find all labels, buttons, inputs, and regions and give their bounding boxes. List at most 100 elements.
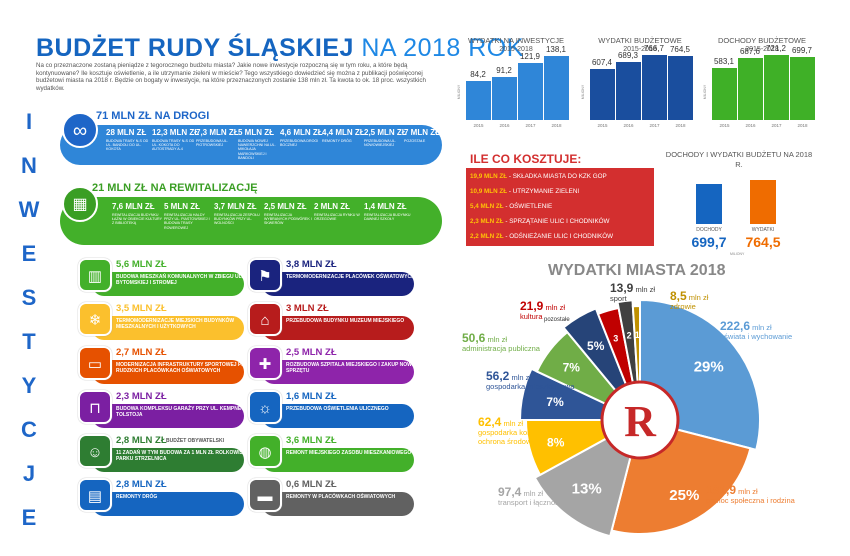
cost-row: 5,4 MLN ZŁ - OŚWIETLENIE [470,203,552,210]
road-item: 4,4 MLN ZŁ REMONTY DRÓG [322,128,366,164]
pie-name: pomoc społeczna i rodzina [706,496,795,505]
revit-item-value: 2 MLN ZŁ [314,202,350,211]
road-item-desc: POZOSTAŁE [404,139,426,143]
pie-percent-label: 8% [547,436,565,450]
chart-title-text: DOCHODY BUDŻETOWE [717,36,807,45]
chart-bar [544,55,569,120]
chart-year-label: 2017 [525,123,536,128]
title-bold: BUDŻET RUDY ŚLĄSKIEJ [36,34,354,62]
pie-title: WYDATKI MIASTA 2018 [548,262,726,279]
people-icon: ☺ [78,434,112,468]
pie-category-label: 191,9 mln zł pomoc społeczna i rodzina [706,484,795,505]
pill-band [262,492,414,516]
cost-desc: - ODŚNIEŻANIE ULIC I CHODNIKÓW [503,233,614,240]
chart-bar [668,55,693,120]
pitch-icon: ▭ [78,346,112,380]
chart-title: WYDATKI BUDŻETOWE 2015-2018 [580,36,700,54]
pie-unit: mln zł [509,373,532,382]
pill-desc: TERMOMODERNIZACJE PLACÓWEK OŚWIATOWYCH [286,274,415,280]
road-item-desc: REMONTY DRÓG [322,139,352,143]
vertical-letter: W [18,197,40,222]
revit-item: 2,5 MLN ZŁ REWITALIZACJA WYBRANYCH PODWÓR… [264,202,314,242]
pill-band [262,272,414,296]
pie-percent-label: 13% [572,481,602,498]
chart-bar [466,80,491,120]
chart-value-label: 138,1 [545,44,567,54]
pill-value: 3,5 MLN ZŁ [116,303,167,314]
cost-row: 19,9 MLN ZŁ - SKŁADKA MIASTA DO KZK GOP [470,173,607,180]
chart-value-label: 121,9 [519,52,541,62]
pill-value: 3,6 MLN ZŁ [286,435,337,446]
pie-unit: mln zł [543,303,566,312]
chart-value-label: 689,3 [617,50,639,60]
road-item-desc: BUDOWA TRASY N-S OD UL. KOKOTA DO AUTOST… [152,139,195,152]
pill-value: 2,5 MLN ZŁ [286,347,337,358]
pill-band [92,492,244,516]
pill-value: 3 MLN ZŁ [286,303,329,314]
revit-band [60,197,442,245]
road-item: 4,6 MLN ZŁ PRZEBUDOWA DROGI BOCZNEJ [280,128,324,164]
snowflake-icon: ❄ [78,302,112,336]
cost-value: 5,4 MLN ZŁ [470,203,504,210]
road-item-value: 7 MLN ZŁ [404,128,440,137]
roads-band [60,125,442,165]
chart-value-label: 764,5 [669,44,691,54]
cost-value: 2,3 MLN ZŁ [470,218,504,225]
revit-heading: 21 MLN ZŁ NA REWITALIZACJĘ [92,182,258,194]
pie-amount: 50,6 [462,331,486,345]
pie-amount: 222,6 [720,319,751,333]
pill-band [262,360,414,384]
page-title: BUDŻET RUDY ŚLĄSKIEJ NA 2018 ROK [36,34,524,63]
paint-icon: ◍ [248,434,282,468]
chart-year-label: 2018 [551,123,562,128]
chart-year-label: 2017 [771,123,782,128]
chart-year-label: 2016 [745,123,756,128]
chart-value-label: 607,4 [591,57,613,67]
pill-desc: PRZEBUDOWA BUDYNKU MUZEUM MIEJSKIEGO [286,318,405,324]
pie-percent-label: 5% [587,339,605,353]
road-item: 7,3 MLN ZŁ PRZEBUDOWA UL. PIOTROWSKIEJ [196,128,240,164]
pie-unit: mln zł [686,293,709,302]
pie-unit: mln zł [736,487,758,496]
cost-desc: - OŚWIETLENIE [503,203,553,210]
chart-title-sub: 2015-2018 [623,46,657,53]
revit-item-value: 5 MLN ZŁ [164,202,200,211]
pill-band [262,404,414,428]
road-item: 5 MLN ZŁ BUDOWA NOWEJ NAWIERZCHNI NA UL. … [238,128,282,164]
pie-category-label: 21,9 mln zł kultura [520,300,566,321]
chart-bar [616,61,641,120]
chart-bar [764,55,789,120]
title-light: NA 2018 ROK [361,34,524,62]
dd-unit: MILIONY [730,252,745,256]
pill-value: 1,6 MLN ZŁ [286,391,337,402]
chart-year-label: 2015 [719,123,730,128]
costs-title: ILE CO KOSZTUJE: [470,152,582,166]
pie-name: zdrowie [670,302,696,311]
pie-percent-label: 2 [627,331,632,341]
vertical-letter: C [21,417,37,442]
pie-amount: 8,5 [670,289,687,303]
dd-title: DOCHODY I WYDATKI BUDŻETU NA 2018 R. [665,150,813,169]
chart-value-label: 721,2 [765,44,787,54]
road-item-desc: BUDOWA NOWEJ NAWIERZCHNI NA UL. MIKOŁAJA… [238,139,276,160]
pill-desc: MODERNIZACJA INFRASTRUKTURY SPORTOWEJ PR… [116,362,252,374]
pill-band [92,272,244,296]
pill-value: 2,8 MLN ZŁ [116,479,167,490]
pill-value: 5,6 MLN ZŁ [116,259,167,270]
vertical-letter: J [22,461,36,486]
pie-category-label: 62,4 mln zł gospodarka komunalna i ochron… [478,415,588,446]
hospital-icon: ✚ [248,346,282,380]
pie-amount: 62,4 [478,415,502,429]
chart-value-label: 699,7 [791,46,813,56]
pie-name: oświata i wychowanie [720,332,793,341]
road-item: 12,3 MLN ZŁ BUDOWA TRASY N-S OD UL. KOKOT… [152,128,199,164]
road-item-value: 4,6 MLN ZŁ [280,128,323,137]
road-item-desc: BUDOWA TRASY N-S OD UL. BANDOLI DO UL. K… [106,139,149,152]
chart-year-label: 2016 [499,123,510,128]
pie-unit: mln zł [750,323,772,332]
chart-title-text: WYDATKI BUDŻETOWE [598,36,682,45]
revit-item-desc: REWITALIZACJA WYBRANYCH PODWÓREK I SKWER… [264,213,312,226]
vertical-letter: N [21,153,37,178]
revit-item-value: 7,6 MLN ZŁ [112,202,155,211]
pie-amount: 13,9 [610,281,634,295]
